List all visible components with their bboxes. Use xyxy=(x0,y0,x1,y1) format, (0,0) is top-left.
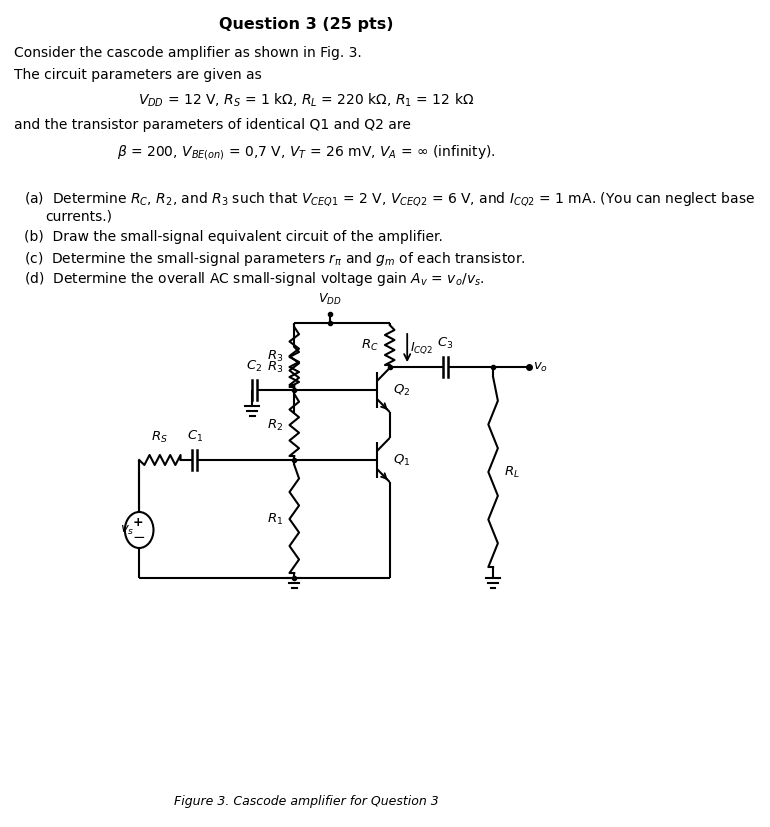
Text: Question 3 (25 pts): Question 3 (25 pts) xyxy=(219,17,393,32)
Text: $Q_1$: $Q_1$ xyxy=(393,452,410,467)
Text: $V_{DD}$: $V_{DD}$ xyxy=(318,292,342,307)
Text: +: + xyxy=(133,517,144,529)
Text: $V_{DD}$ = 12 V, $R_S$ = 1 k$\Omega$, $R_L$ = 220 k$\Omega$, $R_1$ = 12 k$\Omega: $V_{DD}$ = 12 V, $R_S$ = 1 k$\Omega$, $R… xyxy=(138,92,474,109)
Text: $R_3$: $R_3$ xyxy=(266,348,283,364)
Text: $v_s$: $v_s$ xyxy=(120,523,135,537)
Text: $R_C$: $R_C$ xyxy=(361,337,379,352)
Text: $\beta$ = 200, $V_{BE(on)}$ = 0,7 V, $V_T$ = 26 mV, $V_A$ = $\infty$ (infinity).: $\beta$ = 200, $V_{BE(on)}$ = 0,7 V, $V_… xyxy=(117,143,496,162)
Text: $R_3$: $R_3$ xyxy=(266,360,283,375)
Text: $R_2$: $R_2$ xyxy=(267,418,283,433)
Text: $I_{CQ2}$: $I_{CQ2}$ xyxy=(410,340,434,356)
Text: −: − xyxy=(132,529,146,544)
Text: Figure 3. Cascode amplifier for Question 3: Figure 3. Cascode amplifier for Question… xyxy=(174,795,439,808)
Text: $R_1$: $R_1$ xyxy=(267,511,283,527)
Text: $R_L$: $R_L$ xyxy=(504,465,520,480)
Text: (c)  Determine the small-signal parameters $r_\pi$ and $g_m$ of each transistor.: (c) Determine the small-signal parameter… xyxy=(24,250,525,268)
Text: (d)  Determine the overall AC small-signal voltage gain $A_v$ = $v_o$/$v_s$.: (d) Determine the overall AC small-signa… xyxy=(24,270,484,288)
Text: $R_S$: $R_S$ xyxy=(152,430,169,445)
Text: $v_o$: $v_o$ xyxy=(533,361,548,374)
Text: (a)  Determine $R_C$, $R_2$, and $R_3$ such that $V_{CEQ1}$ = 2 V, $V_{CEQ2}$ = : (a) Determine $R_C$, $R_2$, and $R_3$ su… xyxy=(24,190,755,208)
Text: Consider the cascode amplifier as shown in Fig. 3.: Consider the cascode amplifier as shown … xyxy=(15,46,362,60)
Text: $C_1$: $C_1$ xyxy=(187,429,203,444)
Text: $C_3$: $C_3$ xyxy=(437,336,454,351)
Text: $C_2$: $C_2$ xyxy=(246,359,263,374)
Text: $Q_2$: $Q_2$ xyxy=(393,382,410,398)
Text: currents.): currents.) xyxy=(45,210,112,224)
Text: The circuit parameters are given as: The circuit parameters are given as xyxy=(15,68,262,82)
Text: and the transistor parameters of identical Q1 and Q2 are: and the transistor parameters of identic… xyxy=(15,118,411,132)
Text: (b)  Draw the small-signal equivalent circuit of the amplifier.: (b) Draw the small-signal equivalent cir… xyxy=(24,230,443,244)
